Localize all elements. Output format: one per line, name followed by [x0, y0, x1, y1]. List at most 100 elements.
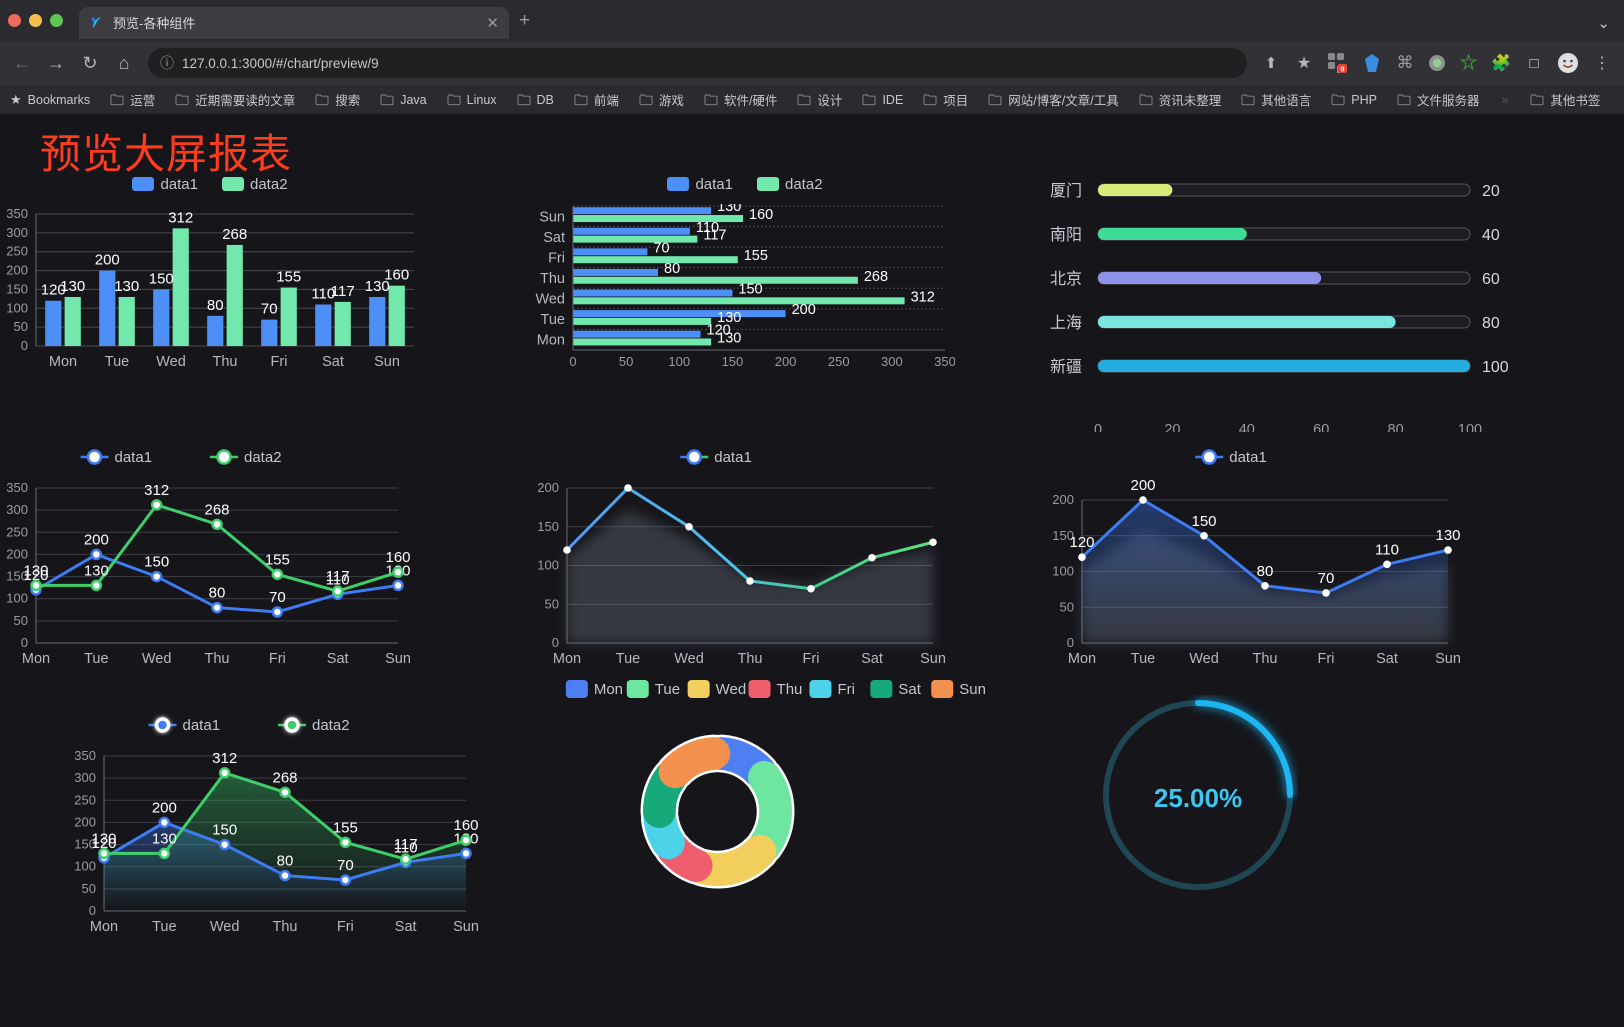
- svg-text:130: 130: [1435, 527, 1460, 544]
- svg-text:150: 150: [212, 822, 237, 839]
- svg-text:Sat: Sat: [322, 354, 344, 370]
- svg-text:20: 20: [1164, 422, 1180, 432]
- svg-text:130: 130: [114, 278, 139, 295]
- svg-text:0: 0: [552, 635, 559, 650]
- svg-text:70: 70: [653, 240, 669, 256]
- svg-text:312: 312: [168, 209, 193, 226]
- svg-text:Fri: Fri: [271, 354, 288, 370]
- svg-text:data1: data1: [714, 449, 752, 466]
- svg-text:80: 80: [1388, 422, 1404, 432]
- svg-text:Sun: Sun: [539, 209, 565, 225]
- svg-text:Wed: Wed: [142, 651, 172, 667]
- svg-text:Thu: Thu: [540, 271, 565, 287]
- svg-text:data2: data2: [312, 717, 350, 734]
- svg-text:50: 50: [82, 881, 96, 896]
- svg-text:80: 80: [207, 297, 224, 314]
- svg-text:200: 200: [792, 302, 816, 318]
- svg-text:Fri: Fri: [803, 651, 820, 667]
- svg-text:data2: data2: [244, 449, 282, 466]
- svg-text:160: 160: [749, 207, 773, 223]
- svg-text:160: 160: [384, 267, 409, 284]
- svg-text:300: 300: [6, 225, 28, 240]
- svg-text:130: 130: [717, 330, 741, 346]
- svg-text:150: 150: [738, 282, 762, 298]
- svg-text:250: 250: [74, 792, 96, 807]
- svg-text:Wed: Wed: [156, 354, 186, 370]
- svg-text:70: 70: [261, 301, 278, 318]
- svg-text:200: 200: [152, 799, 177, 816]
- svg-text:80: 80: [209, 585, 226, 602]
- svg-text:Sun: Sun: [959, 681, 986, 698]
- svg-text:Sat: Sat: [395, 919, 417, 935]
- svg-text:50: 50: [14, 319, 28, 334]
- svg-text:Mon: Mon: [553, 651, 581, 667]
- svg-text:160: 160: [385, 549, 410, 566]
- svg-text:Thu: Thu: [1253, 651, 1278, 667]
- svg-text:268: 268: [222, 226, 247, 243]
- svg-text:50: 50: [545, 596, 559, 611]
- svg-text:80: 80: [1257, 563, 1274, 580]
- svg-text:南阳: 南阳: [1050, 226, 1082, 244]
- svg-text:40: 40: [1482, 227, 1500, 244]
- svg-text:200: 200: [95, 252, 120, 269]
- svg-text:Wed: Wed: [210, 919, 240, 935]
- svg-text:新疆: 新疆: [1050, 358, 1082, 376]
- svg-text:Thu: Thu: [205, 651, 230, 667]
- svg-text:Tue: Tue: [105, 354, 129, 370]
- svg-text:117: 117: [326, 568, 350, 585]
- svg-text:160: 160: [453, 817, 478, 834]
- svg-text:Wed: Wed: [716, 681, 747, 698]
- svg-text:350: 350: [6, 480, 28, 495]
- svg-text:厦门: 厦门: [1050, 182, 1082, 200]
- svg-text:100: 100: [6, 300, 28, 315]
- svg-text:117: 117: [394, 836, 418, 853]
- svg-text:312: 312: [911, 289, 935, 305]
- svg-text:250: 250: [828, 354, 850, 369]
- svg-text:Fri: Fri: [1318, 651, 1335, 667]
- svg-text:100: 100: [1482, 359, 1509, 376]
- svg-text:350: 350: [74, 748, 96, 763]
- svg-text:Mon: Mon: [49, 354, 77, 370]
- svg-text:Sat: Sat: [898, 681, 921, 698]
- svg-text:100: 100: [537, 558, 559, 573]
- svg-text:200: 200: [6, 546, 28, 561]
- svg-text:80: 80: [1482, 315, 1500, 332]
- svg-text:data1: data1: [183, 717, 221, 734]
- svg-text:Tue: Tue: [84, 651, 108, 667]
- svg-text:150: 150: [722, 354, 744, 369]
- svg-text:300: 300: [6, 502, 28, 517]
- svg-text:312: 312: [144, 482, 169, 499]
- svg-text:Thu: Thu: [777, 681, 803, 698]
- svg-text:data1: data1: [1229, 449, 1267, 466]
- svg-text:200: 200: [6, 263, 28, 278]
- svg-text:130: 130: [91, 830, 116, 847]
- svg-text:100: 100: [74, 859, 96, 874]
- svg-text:150: 150: [537, 519, 559, 534]
- svg-text:200: 200: [84, 531, 109, 548]
- svg-text:Thu: Thu: [213, 354, 238, 370]
- svg-text:50: 50: [14, 613, 28, 628]
- svg-text:0: 0: [569, 354, 576, 369]
- svg-text:130: 130: [23, 562, 48, 579]
- svg-text:200: 200: [537, 480, 559, 495]
- svg-text:120: 120: [1069, 534, 1094, 551]
- svg-text:Fri: Fri: [337, 919, 354, 935]
- svg-text:Sat: Sat: [861, 651, 883, 667]
- svg-text:268: 268: [864, 269, 888, 285]
- svg-text:Sat: Sat: [1376, 651, 1398, 667]
- svg-text:Sun: Sun: [920, 651, 946, 667]
- svg-text:268: 268: [272, 769, 297, 786]
- svg-text:70: 70: [337, 857, 354, 874]
- svg-text:0: 0: [21, 338, 28, 353]
- svg-text:Sun: Sun: [453, 919, 479, 935]
- svg-text:Tue: Tue: [616, 651, 640, 667]
- svg-text:130: 130: [60, 278, 85, 295]
- svg-text:Sat: Sat: [543, 230, 565, 246]
- svg-text:155: 155: [333, 819, 358, 836]
- svg-text:350: 350: [934, 354, 955, 369]
- svg-text:117: 117: [703, 228, 726, 244]
- svg-text:150: 150: [1191, 513, 1216, 530]
- svg-text:155: 155: [276, 269, 301, 286]
- svg-text:80: 80: [664, 261, 680, 277]
- svg-text:25.00%: 25.00%: [1154, 783, 1242, 813]
